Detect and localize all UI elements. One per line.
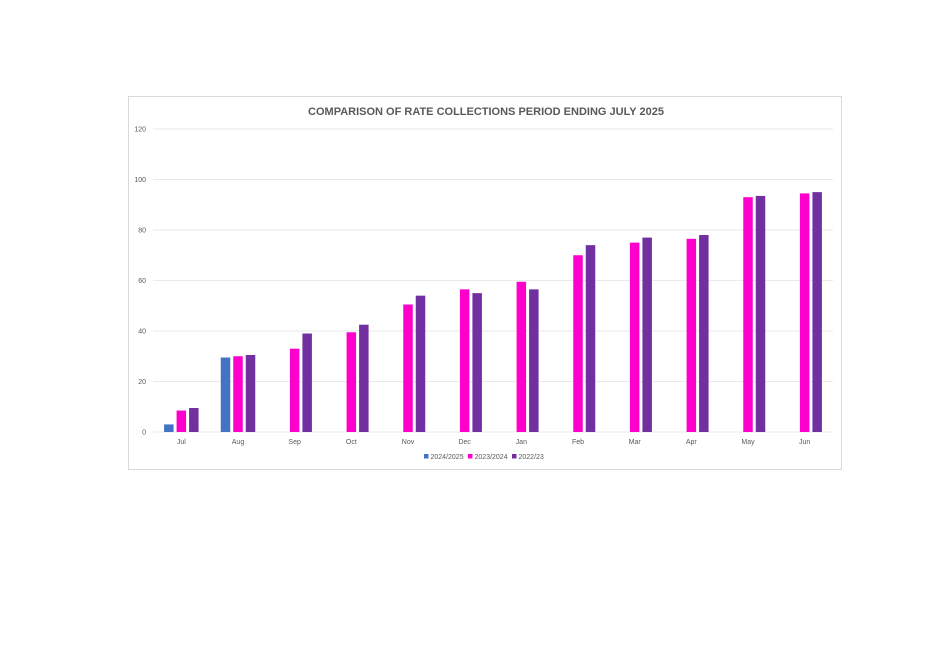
bar-2022-23-mar (642, 237, 652, 432)
legend-swatch (512, 454, 517, 459)
legend-swatch (424, 454, 429, 459)
bar-2022-23-oct (359, 324, 369, 432)
bar-2022-23-aug (245, 354, 256, 432)
y-axis-ticks: 0 20 40 60 80 100 120 (134, 127, 146, 437)
grid-lines (153, 128, 833, 433)
x-tick-label: Jul (177, 439, 186, 446)
bar-2023-2024-may (743, 197, 753, 432)
y-tick-label: 40 (138, 329, 146, 336)
bar-2023-2024-jul (176, 410, 187, 432)
bar-2022-23-feb (585, 245, 596, 432)
chart-title: COMPARISON OF RATE COLLECTIONS PERIOD EN… (308, 106, 664, 118)
bar-2023-2024-oct (346, 332, 357, 432)
x-tick-label: Oct (346, 439, 357, 446)
legend-swatch (468, 454, 473, 459)
bar-2022-23-dec (472, 293, 482, 432)
x-tick-label: Nov (402, 439, 415, 446)
bar-2023-2024-sep (289, 348, 300, 432)
x-tick-label: May (741, 439, 755, 446)
bar-2023-2024-nov (403, 304, 413, 432)
bar-2022-23-apr (699, 235, 709, 432)
bar-2023-2024-jan (516, 281, 527, 432)
x-tick-label: Jan (516, 439, 527, 446)
bar-2023-2024-mar (629, 242, 640, 432)
x-tick-label: Dec (458, 439, 471, 446)
bar-2022-23-may (755, 195, 766, 432)
y-tick-label: 60 (138, 278, 146, 285)
bar-2023-2024-jun (799, 193, 810, 432)
bar-2024-2025-jul (164, 424, 174, 432)
bar-2022-23-nov (415, 295, 426, 432)
chart-frame: COMPARISON OF RATE COLLECTIONS PERIOD EN… (128, 96, 842, 470)
bar-2023-2024-apr (686, 238, 697, 432)
bar-2023-2024-feb (573, 255, 583, 432)
bar-2022-23-jul (189, 408, 199, 432)
y-tick-label: 100 (134, 177, 146, 184)
x-axis-ticks: Jul Aug Sep Oct Nov Dec Jan Feb Mar Apr May Jun (177, 439, 811, 446)
y-tick-label: 120 (134, 127, 146, 134)
bar-chart: COMPARISON OF RATE COLLECTIONS PERIOD EN… (134, 106, 833, 461)
y-tick-label: 0 (142, 430, 146, 437)
bar-2022-23-sep (302, 333, 312, 432)
x-tick-label: Jun (799, 439, 810, 446)
x-tick-label: Aug (232, 439, 245, 446)
bar-2022-23-jan (529, 289, 539, 432)
bar-2023-2024-dec (459, 289, 470, 432)
bar-2024-2025-aug (220, 357, 231, 432)
legend-label: 2024/2025 (431, 454, 464, 461)
legend-label: 2023/2024 (475, 454, 508, 461)
bar-2022-23-jun (812, 192, 822, 432)
bars (164, 192, 822, 432)
x-tick-label: Sep (288, 439, 301, 446)
bar-2023-2024-aug (233, 356, 243, 432)
legend-label: 2022/23 (519, 454, 544, 461)
y-tick-label: 20 (138, 379, 146, 386)
y-tick-label: 80 (138, 228, 146, 235)
x-tick-label: Feb (572, 439, 584, 446)
legend: 2024/2025 2023/2024 2022/23 (424, 454, 544, 461)
x-tick-label: Apr (686, 439, 698, 446)
x-tick-label: Mar (629, 439, 642, 446)
